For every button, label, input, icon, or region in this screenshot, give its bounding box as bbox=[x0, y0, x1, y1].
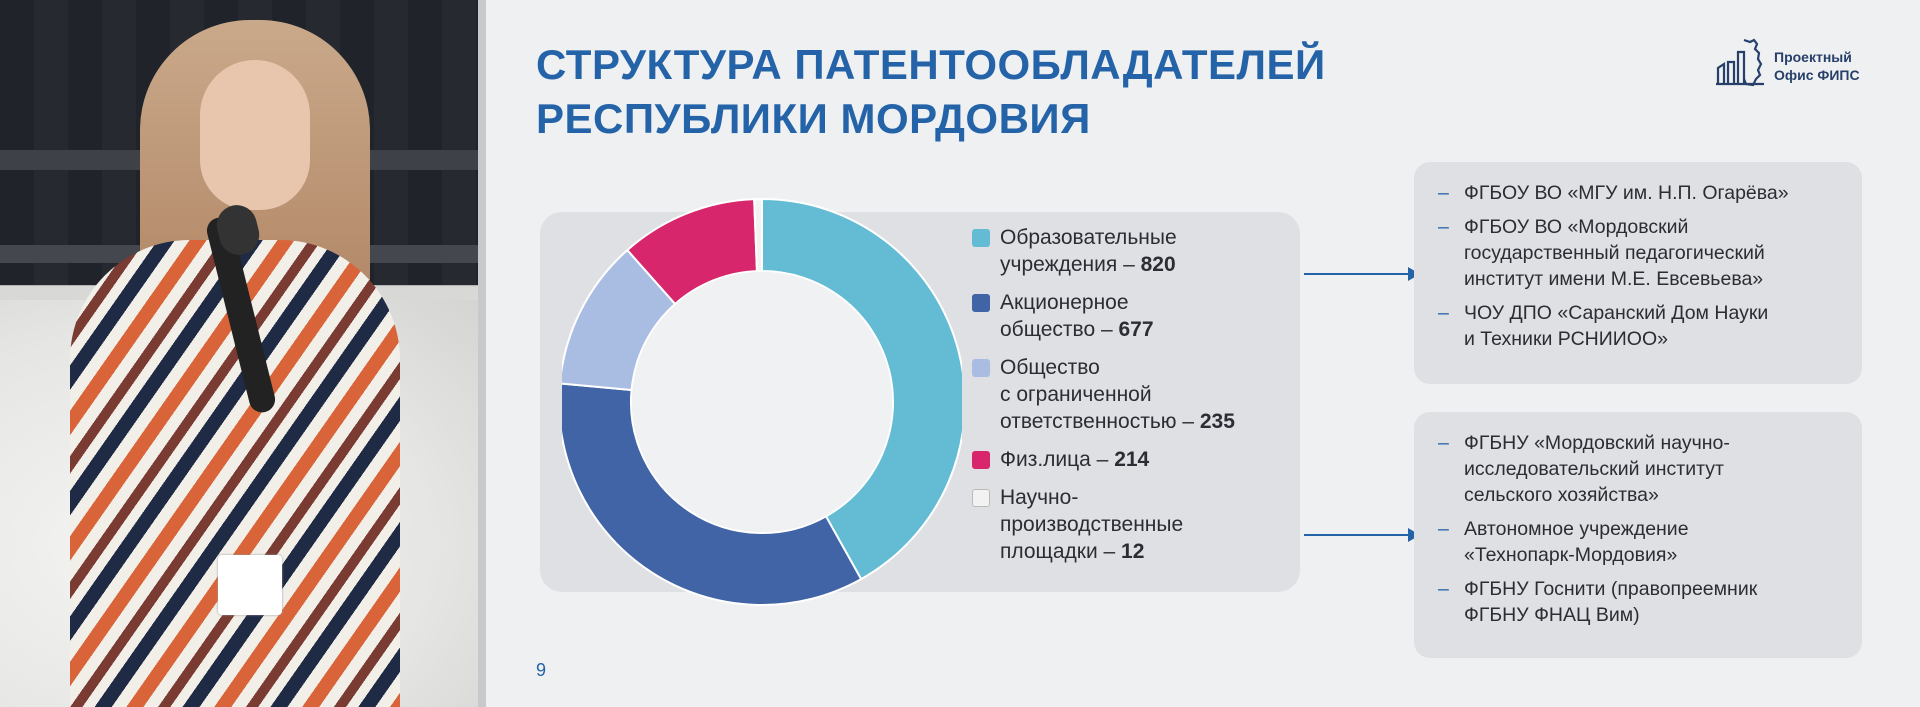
legend-swatch-llc bbox=[972, 359, 990, 377]
legend-value-research-sites: 12 bbox=[1121, 540, 1145, 563]
logo-line-2: Офис ФИПС bbox=[1774, 67, 1860, 83]
arrow-to-education-list bbox=[1304, 267, 1420, 281]
list-item: ЧОУ ДПО «Саранский Дом Науки и Техники Р… bbox=[1436, 300, 1840, 352]
legend-label-individuals: Физ.лица – bbox=[1000, 448, 1115, 471]
slice-joint-stock bbox=[562, 382, 863, 606]
fips-logo: Проектный Офис ФИПС bbox=[1714, 34, 1914, 94]
fips-logo-icon bbox=[1716, 38, 1764, 87]
legend-swatch-education bbox=[972, 229, 990, 247]
legend-value-individuals: 214 bbox=[1114, 448, 1150, 471]
education-orgs-list: ФГБОУ ВО «МГУ им. Н.П. Огарёва» ФГБОУ ВО… bbox=[1436, 180, 1840, 352]
slice-education bbox=[761, 197, 962, 581]
legend-swatch-individuals bbox=[972, 451, 990, 469]
legend-value-llc: 235 bbox=[1199, 410, 1235, 433]
slide-title-text: СТРУКТУРА ПАТЕНТООБЛАДАТЕЛЕЙ РЕСПУБЛИКИ … bbox=[536, 41, 1326, 142]
legend-item-llc: Общество с ограниченной ответственностью… bbox=[972, 354, 1292, 435]
legend-label-research-sites: Научно- производственные площадки – bbox=[1000, 486, 1184, 563]
legend-value-education: 820 bbox=[1140, 253, 1176, 276]
research-orgs-box: ФГБНУ «Мордовский научно- исследовательс… bbox=[1414, 412, 1862, 658]
pane-divider bbox=[478, 0, 486, 707]
arrow-to-research-list bbox=[1304, 528, 1420, 542]
legend-swatch-research-sites bbox=[972, 489, 990, 507]
donut-chart bbox=[562, 197, 962, 606]
page-number: 9 bbox=[536, 660, 547, 680]
slice-research-sites bbox=[753, 197, 763, 273]
legend-item-research-sites: Научно- производственные площадки – 12 bbox=[972, 484, 1292, 565]
speaker-badge bbox=[218, 555, 282, 615]
legend-value-joint-stock: 677 bbox=[1118, 318, 1154, 341]
donut-hole bbox=[632, 272, 892, 532]
presentation-slide: СТРУКТУРА ПАТЕНТООБЛАДАТЕЛЕЙ РЕСПУБЛИКИ … bbox=[486, 0, 1920, 707]
legend-label-joint-stock: Акционерное общество – bbox=[1000, 291, 1129, 341]
list-item: Автономное учреждение «Технопарк-Мордови… bbox=[1436, 516, 1840, 568]
speaker-face bbox=[200, 60, 310, 210]
education-orgs-box: ФГБОУ ВО «МГУ им. Н.П. Огарёва» ФГБОУ ВО… bbox=[1414, 162, 1862, 384]
legend-label-education: Образовательные учреждения – bbox=[1000, 226, 1177, 276]
speaker-video bbox=[0, 0, 478, 707]
logo-line-1: Проектный bbox=[1774, 49, 1852, 65]
slide-title: СТРУКТУРА ПАТЕНТООБЛАДАТЕЛЕЙ РЕСПУБЛИКИ … bbox=[536, 38, 1436, 146]
legend-item-individuals: Физ.лица – 214 bbox=[972, 446, 1292, 473]
chart-panel: Образовательные учреждения – 820 Акционе… bbox=[540, 197, 1300, 606]
legend-item-joint-stock: Акционерное общество – 677 bbox=[972, 289, 1292, 343]
research-orgs-list: ФГБНУ «Мордовский научно- исследовательс… bbox=[1436, 430, 1840, 628]
list-item: ФГБОУ ВО «Мордовский государственный пед… bbox=[1436, 214, 1840, 292]
list-item: ФГБНУ «Мордовский научно- исследовательс… bbox=[1436, 430, 1840, 508]
list-item: ФГБОУ ВО «МГУ им. Н.П. Огарёва» bbox=[1436, 180, 1840, 206]
legend-item-education: Образовательные учреждения – 820 bbox=[972, 224, 1292, 278]
legend-label-llc: Общество с ограниченной ответственностью… bbox=[1000, 356, 1195, 433]
legend-swatch-joint-stock bbox=[972, 294, 990, 312]
chart-legend: Образовательные учреждения – 820 Акционе… bbox=[972, 224, 1292, 576]
list-item: ФГБНУ Госнити (правопреемник ФГБНУ ФНАЦ … bbox=[1436, 576, 1840, 628]
